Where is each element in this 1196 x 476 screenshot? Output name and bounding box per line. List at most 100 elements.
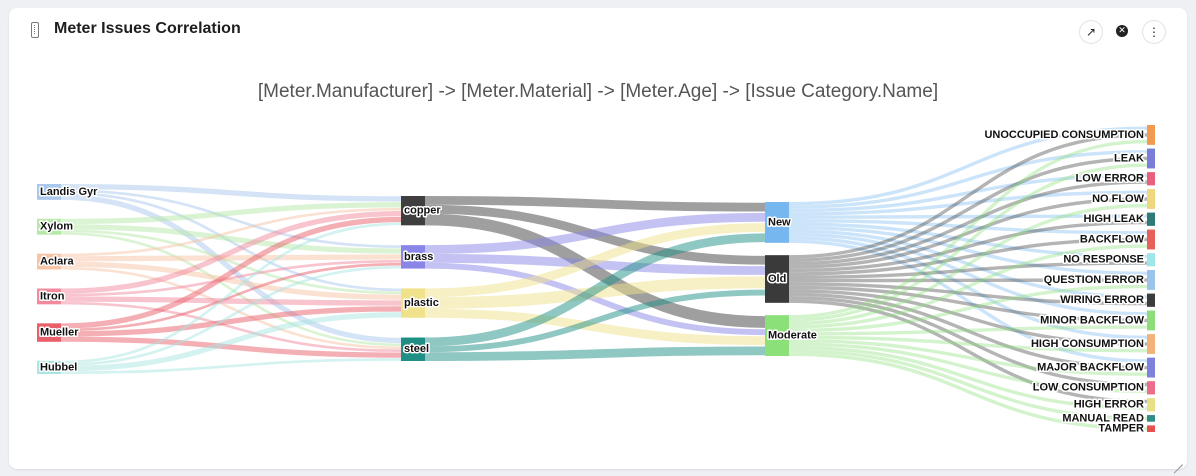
sankey-link[interactable] bbox=[788, 296, 1148, 387]
sankey-link[interactable] bbox=[788, 244, 1148, 329]
sankey-link[interactable] bbox=[788, 345, 1148, 410]
sankey-link[interactable] bbox=[788, 239, 1148, 363]
sankey-node[interactable] bbox=[1147, 125, 1155, 145]
sankey-node[interactable] bbox=[401, 245, 425, 269]
expand-button[interactable]: ↗ bbox=[1079, 20, 1103, 44]
sankey-link[interactable] bbox=[788, 222, 1148, 259]
sankey-link[interactable] bbox=[788, 190, 1148, 216]
sankey-link[interactable] bbox=[60, 229, 402, 295]
sankey-node[interactable] bbox=[1147, 270, 1155, 290]
sankey-node[interactable] bbox=[1147, 381, 1155, 395]
sankey-link[interactable] bbox=[60, 296, 402, 306]
sankey-link[interactable] bbox=[788, 180, 1148, 266]
sankey-link[interactable] bbox=[60, 232, 402, 347]
sankey-node[interactable] bbox=[1147, 334, 1155, 354]
sankey-link[interactable] bbox=[788, 133, 1148, 259]
sankey-link[interactable] bbox=[788, 338, 1148, 376]
drag-handle-icon[interactable] bbox=[31, 22, 39, 38]
sankey-link[interactable] bbox=[424, 212, 766, 254]
sankey-node[interactable] bbox=[765, 315, 789, 356]
sankey-node[interactable] bbox=[37, 288, 61, 305]
sankey-node[interactable] bbox=[37, 184, 61, 200]
sankey-link[interactable] bbox=[788, 335, 1148, 353]
sankey-node[interactable] bbox=[1147, 253, 1155, 267]
sankey-link[interactable] bbox=[60, 216, 402, 329]
sankey-link[interactable] bbox=[788, 139, 1148, 319]
sankey-node[interactable] bbox=[1147, 212, 1155, 226]
sankey-link[interactable] bbox=[788, 219, 1148, 235]
sankey-link[interactable] bbox=[788, 150, 1148, 209]
sankey-link[interactable] bbox=[788, 299, 1148, 404]
sankey-node[interactable] bbox=[37, 323, 61, 342]
sankey-node[interactable] bbox=[765, 255, 789, 303]
sankey-link[interactable] bbox=[60, 306, 402, 337]
sankey-link[interactable] bbox=[788, 289, 1148, 346]
sankey-link[interactable] bbox=[788, 352, 1148, 431]
sankey-link[interactable] bbox=[424, 223, 766, 298]
sankey-link[interactable] bbox=[788, 236, 1148, 340]
sankey-link[interactable] bbox=[788, 349, 1148, 421]
sankey-link[interactable] bbox=[60, 358, 402, 375]
sankey-link[interactable] bbox=[788, 282, 1148, 306]
sankey-link[interactable] bbox=[60, 189, 402, 248]
sankey-node[interactable] bbox=[1147, 172, 1155, 186]
sankey-link[interactable] bbox=[60, 259, 402, 297]
sankey-link[interactable] bbox=[424, 262, 766, 336]
sankey-link[interactable] bbox=[424, 308, 766, 346]
more-options-button[interactable]: ⋮ bbox=[1142, 20, 1166, 44]
sankey-node[interactable] bbox=[1147, 293, 1155, 307]
sankey-link[interactable] bbox=[60, 207, 402, 257]
sankey-node[interactable] bbox=[37, 253, 61, 270]
sankey-link[interactable] bbox=[60, 191, 402, 292]
sankey-node[interactable] bbox=[1147, 310, 1155, 331]
sankey-link[interactable] bbox=[788, 197, 1148, 269]
sankey-link[interactable] bbox=[424, 213, 766, 328]
sankey-node[interactable] bbox=[37, 360, 61, 374]
sankey-link[interactable] bbox=[60, 261, 402, 300]
sankey-link[interactable] bbox=[60, 265, 402, 367]
sankey-link[interactable] bbox=[788, 163, 1148, 322]
sankey-link[interactable] bbox=[424, 346, 766, 361]
sankey-link[interactable] bbox=[788, 173, 1148, 213]
sankey-link[interactable] bbox=[788, 232, 1148, 316]
sankey-node[interactable] bbox=[401, 196, 425, 226]
sankey-node[interactable] bbox=[401, 288, 425, 318]
sankey-link[interactable] bbox=[788, 220, 1148, 273]
resize-handle-icon[interactable] bbox=[1173, 455, 1183, 465]
sankey-link[interactable] bbox=[788, 237, 1148, 276]
sankey-link[interactable] bbox=[788, 156, 1148, 262]
sankey-link[interactable] bbox=[788, 126, 1148, 206]
sankey-link[interactable] bbox=[788, 225, 1148, 276]
sankey-link[interactable] bbox=[788, 342, 1148, 393]
sankey-node[interactable] bbox=[1147, 189, 1155, 209]
sankey-link[interactable] bbox=[788, 261, 1148, 280]
sankey-link[interactable] bbox=[60, 194, 402, 344]
sankey-node[interactable] bbox=[1147, 415, 1155, 422]
sankey-link[interactable] bbox=[60, 266, 402, 350]
sankey-link[interactable] bbox=[60, 210, 402, 294]
sankey-link[interactable] bbox=[788, 278, 1148, 283]
sankey-link[interactable] bbox=[60, 224, 402, 254]
sankey-link[interactable] bbox=[424, 233, 766, 347]
sankey-link[interactable] bbox=[60, 262, 402, 332]
sankey-link[interactable] bbox=[788, 292, 1148, 370]
sankey-link[interactable] bbox=[60, 184, 402, 202]
sankey-link[interactable] bbox=[424, 196, 766, 212]
sankey-link[interactable] bbox=[788, 203, 1148, 326]
sankey-node[interactable] bbox=[1147, 425, 1155, 432]
sankey-link[interactable] bbox=[424, 289, 766, 353]
sankey-link[interactable] bbox=[788, 229, 1148, 299]
sankey-link[interactable] bbox=[60, 202, 402, 225]
sankey-link[interactable] bbox=[60, 336, 402, 358]
sankey-link[interactable] bbox=[788, 285, 1148, 323]
close-button[interactable]: ✕ bbox=[1111, 20, 1133, 42]
sankey-link[interactable] bbox=[60, 254, 402, 262]
sankey-node[interactable] bbox=[1147, 398, 1155, 412]
sankey-node[interactable] bbox=[1147, 229, 1155, 250]
sankey-link[interactable] bbox=[788, 325, 1148, 336]
sankey-link[interactable] bbox=[60, 312, 402, 372]
sankey-node[interactable] bbox=[1147, 357, 1155, 378]
sankey-link[interactable] bbox=[60, 222, 402, 364]
sankey-link[interactable] bbox=[788, 214, 1148, 220]
sankey-node[interactable] bbox=[401, 337, 425, 361]
